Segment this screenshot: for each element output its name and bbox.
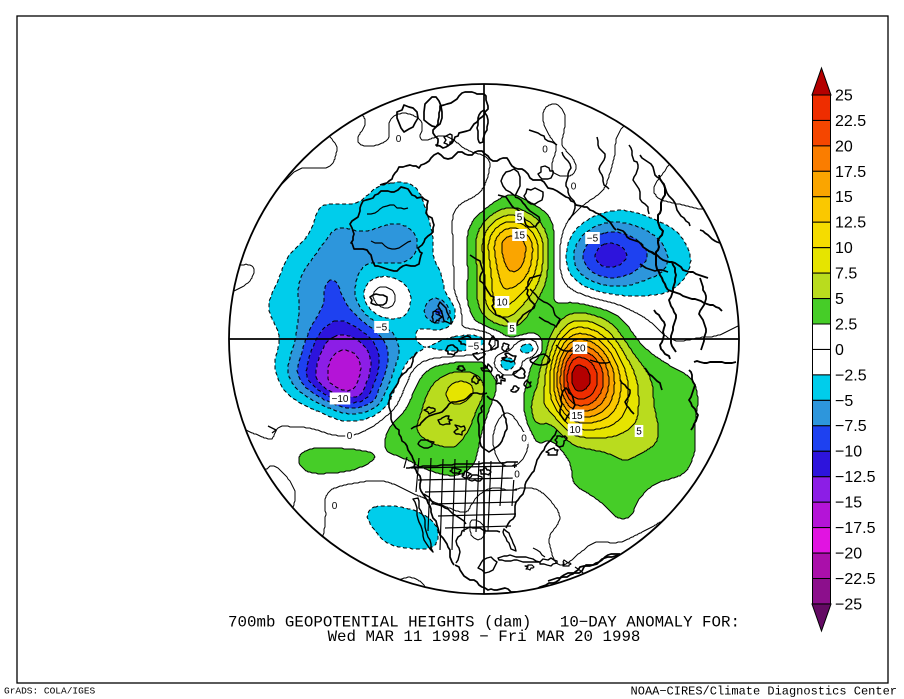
svg-text:10: 10 bbox=[496, 298, 508, 309]
svg-text:−5: −5 bbox=[468, 342, 480, 353]
svg-text:20: 20 bbox=[574, 344, 586, 355]
svg-text:22.5: 22.5 bbox=[835, 113, 866, 130]
svg-text:0: 0 bbox=[521, 434, 527, 445]
svg-text:0: 0 bbox=[514, 470, 520, 481]
svg-text:0: 0 bbox=[571, 182, 577, 193]
svg-text:−20: −20 bbox=[835, 546, 862, 563]
svg-text:Wed MAR 11 1998 − Fri MAR 20 1: Wed MAR 11 1998 − Fri MAR 20 1998 bbox=[328, 628, 641, 646]
svg-text:0: 0 bbox=[396, 134, 402, 145]
svg-text:0: 0 bbox=[542, 145, 548, 156]
svg-text:7.5: 7.5 bbox=[835, 266, 857, 283]
svg-text:GrADS: COLA/IGES: GrADS: COLA/IGES bbox=[4, 686, 96, 697]
svg-text:−22.5: −22.5 bbox=[835, 571, 876, 588]
svg-text:5: 5 bbox=[517, 213, 523, 224]
svg-text:0: 0 bbox=[332, 501, 338, 512]
svg-text:−5: −5 bbox=[376, 323, 388, 334]
svg-text:15: 15 bbox=[835, 189, 853, 206]
svg-text:−10: −10 bbox=[332, 394, 349, 405]
svg-text:17.5: 17.5 bbox=[835, 164, 866, 181]
svg-text:−2.5: −2.5 bbox=[835, 367, 867, 384]
svg-text:−12.5: −12.5 bbox=[835, 469, 876, 486]
svg-text:0: 0 bbox=[347, 431, 353, 442]
svg-text:−10: −10 bbox=[835, 444, 862, 461]
svg-text:25: 25 bbox=[835, 87, 853, 104]
svg-text:700mb GEOPOTENTIAL HEIGHTS (da: 700mb GEOPOTENTIAL HEIGHTS (dam) 10−DAY … bbox=[228, 614, 740, 632]
svg-text:15: 15 bbox=[514, 231, 526, 242]
svg-text:−15: −15 bbox=[835, 495, 862, 512]
svg-text:15: 15 bbox=[571, 411, 583, 422]
svg-text:20: 20 bbox=[835, 138, 853, 155]
svg-text:−7.5: −7.5 bbox=[835, 418, 867, 435]
svg-text:NOAA−CIRES/Climate Diagnostics: NOAA−CIRES/Climate Diagnostics Center bbox=[631, 685, 897, 699]
svg-text:−5: −5 bbox=[587, 234, 599, 245]
svg-text:5: 5 bbox=[509, 324, 515, 335]
svg-text:−17.5: −17.5 bbox=[835, 520, 876, 537]
svg-text:5: 5 bbox=[636, 427, 642, 438]
svg-text:5: 5 bbox=[835, 291, 844, 308]
svg-text:2.5: 2.5 bbox=[835, 316, 857, 333]
svg-text:−25: −25 bbox=[835, 596, 862, 613]
svg-text:12.5: 12.5 bbox=[835, 215, 866, 232]
svg-text:−5: −5 bbox=[835, 393, 853, 410]
svg-text:10: 10 bbox=[569, 425, 581, 436]
svg-text:0: 0 bbox=[835, 342, 844, 359]
svg-text:10: 10 bbox=[835, 240, 853, 257]
